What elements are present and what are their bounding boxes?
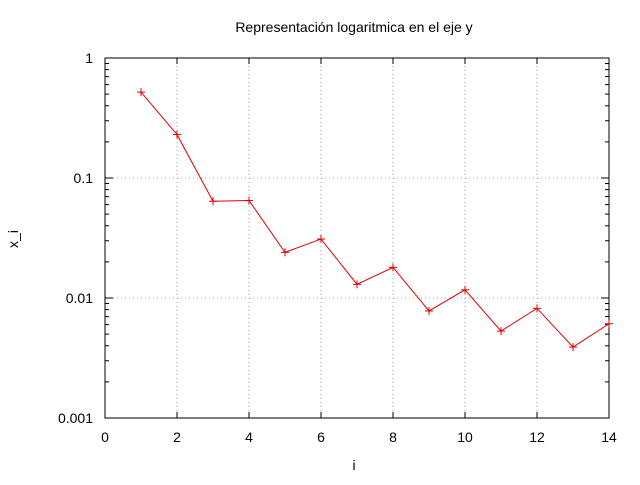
data-point (569, 343, 577, 352)
x-tick-label: 4 (245, 429, 253, 445)
x-tick-label: 10 (457, 429, 473, 445)
data-point (605, 319, 613, 328)
chart-title: Representación logaritmica en el eje y (235, 19, 472, 35)
data-point (497, 327, 505, 336)
x-tick-label: 14 (601, 429, 617, 445)
series (137, 88, 613, 352)
data-point (353, 280, 361, 289)
y-axis-label: x_i (5, 230, 21, 248)
data-point (461, 285, 469, 294)
grid (105, 58, 609, 418)
y-tick-label: 1 (85, 50, 93, 66)
ticks: 0 2 4 6 8 10 12 14 0.001 0.01 0.1 1 (58, 50, 617, 445)
y-tick-label: 0.001 (58, 410, 93, 426)
data-point (245, 196, 253, 205)
x-tick-label: 6 (317, 429, 325, 445)
x-tick-label: 0 (101, 429, 109, 445)
data-point (173, 130, 181, 139)
y-tick-label: 0.1 (74, 170, 94, 186)
data-point (533, 304, 541, 313)
x-axis-label: i (352, 457, 355, 473)
data-point (137, 88, 145, 97)
data-point (389, 263, 397, 272)
data-point (425, 306, 433, 315)
x-tick-label: 12 (529, 429, 545, 445)
y-tick-label: 0.01 (66, 290, 93, 306)
plot-frame (104, 57, 610, 419)
data-point (281, 248, 289, 257)
series-line (140, 91, 610, 348)
x-tick-label: 8 (389, 429, 397, 445)
data-point (317, 235, 325, 244)
data-point (209, 197, 217, 206)
x-tick-label: 2 (173, 429, 181, 445)
